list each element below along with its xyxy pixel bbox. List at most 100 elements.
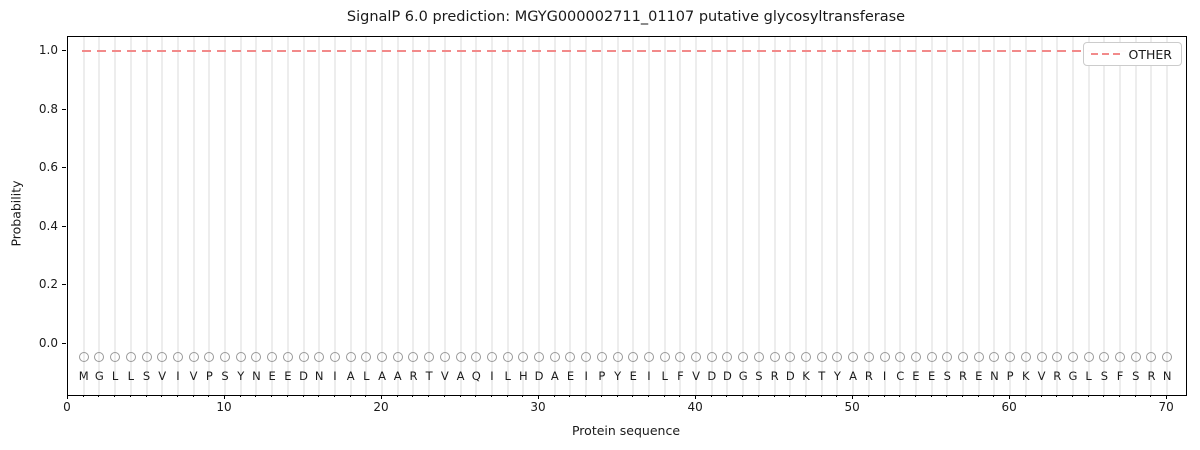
residue-marker-circle [753, 352, 764, 363]
residue-gridline [867, 37, 870, 395]
residue-gridline [742, 37, 745, 395]
x-tick-mark [538, 395, 540, 399]
x-minor-tick-mark [899, 395, 901, 397]
x-tick-mark [695, 395, 697, 399]
residue-marker-circle [1162, 352, 1173, 363]
residue-gridline [412, 37, 415, 395]
residue-gridline [1166, 37, 1169, 395]
residue-marker-circle [581, 352, 592, 363]
residue-letter: D [707, 369, 717, 384]
residue-letter: I [584, 369, 588, 384]
x-minor-tick-mark [1071, 395, 1073, 397]
residue-marker-circle [78, 352, 89, 363]
residue-gridline [1024, 37, 1027, 395]
x-minor-tick-mark [1040, 395, 1042, 397]
x-minor-tick-mark [490, 395, 492, 397]
residue-letter: N [1162, 369, 1172, 384]
residue-gridline [506, 37, 509, 395]
x-minor-tick-mark [161, 395, 163, 397]
residue-marker-circle [1052, 352, 1063, 363]
residue-marker-circle [706, 352, 717, 363]
x-tick-mark [852, 395, 854, 399]
residue-marker-circle [816, 352, 827, 363]
residue-letter: D [723, 369, 732, 384]
x-minor-tick-mark [114, 395, 116, 397]
residue-letter: V [1037, 369, 1046, 384]
residue-gridline [1087, 37, 1090, 395]
x-minor-tick-mark [1134, 395, 1136, 397]
residue-marker-circle [863, 352, 874, 363]
residue-marker-circle [1036, 352, 1047, 363]
residue-gridline [396, 37, 399, 395]
residue-gridline [224, 37, 227, 395]
x-minor-tick-mark [475, 395, 477, 397]
x-tick-label: 0 [63, 400, 71, 414]
residue-letter: A [849, 369, 858, 384]
x-minor-tick-mark [1150, 395, 1152, 397]
x-minor-tick-mark [789, 395, 791, 397]
x-minor-tick-mark [145, 395, 147, 397]
residue-gridline [365, 37, 368, 395]
residue-marker-circle [329, 352, 340, 363]
residue-gridline [333, 37, 336, 395]
x-minor-tick-mark [553, 395, 555, 397]
residue-letter: L [661, 369, 668, 384]
residue-marker-circle [1115, 352, 1126, 363]
residue-letter: A [393, 369, 402, 384]
residue-marker-circle [125, 352, 136, 363]
x-minor-tick-mark [1087, 395, 1089, 397]
residue-gridline [255, 37, 258, 395]
residue-letter: R [770, 369, 779, 384]
residue-gridline [82, 37, 85, 395]
y-tick-mark [62, 108, 66, 110]
x-minor-tick-mark [98, 395, 100, 397]
residue-letter: A [346, 369, 355, 384]
residue-letter: A [378, 369, 386, 384]
x-minor-tick-mark [695, 395, 697, 397]
residue-letter: K [802, 369, 810, 384]
residue-letter: R [409, 369, 418, 384]
x-minor-tick-mark [600, 395, 602, 397]
residue-gridline [349, 37, 352, 395]
residue-letter: E [975, 369, 983, 384]
residue-gridline [1056, 37, 1059, 395]
y-tick-mark [62, 284, 66, 286]
residue-letter: S [1132, 369, 1140, 384]
x-tick-mark [67, 395, 68, 399]
residue-gridline [883, 37, 886, 395]
residue-letter: Y [614, 369, 622, 384]
residue-marker-circle [204, 352, 215, 363]
residue-marker-circle [848, 352, 859, 363]
residue-gridline [820, 37, 823, 395]
x-minor-tick-mark [773, 395, 775, 397]
x-minor-tick-mark [836, 395, 838, 397]
residue-gridline [647, 37, 650, 395]
residue-letter: C [896, 369, 905, 384]
residue-gridline [773, 37, 776, 395]
x-tick-mark [381, 395, 383, 399]
other-probability-dashed-line [81, 50, 1170, 52]
y-tick-mark [62, 343, 66, 344]
x-minor-tick-mark [428, 395, 430, 397]
residue-letter: R [1147, 369, 1156, 384]
residue-gridline [805, 37, 807, 395]
x-minor-tick-mark [616, 395, 618, 397]
legend-dashed-line-icon [1090, 53, 1120, 55]
residue-marker-circle [314, 352, 325, 363]
x-minor-tick-mark [930, 395, 932, 397]
residue-marker-circle [596, 352, 607, 363]
residue-marker-circle [282, 352, 293, 363]
x-tick-mark [224, 395, 226, 399]
residue-gridline [1009, 37, 1012, 395]
residue-gridline [789, 37, 792, 395]
y-tick-label: 0.2 [38, 277, 58, 292]
residue-letter: H [519, 369, 528, 384]
residue-letter: T [425, 369, 433, 384]
residue-gridline [161, 37, 164, 395]
residue-marker-circle [471, 352, 482, 363]
residue-marker-circle [1067, 352, 1078, 363]
x-minor-tick-mark [946, 395, 948, 397]
residue-gridline [1040, 37, 1043, 395]
x-minor-tick-mark [506, 395, 508, 397]
